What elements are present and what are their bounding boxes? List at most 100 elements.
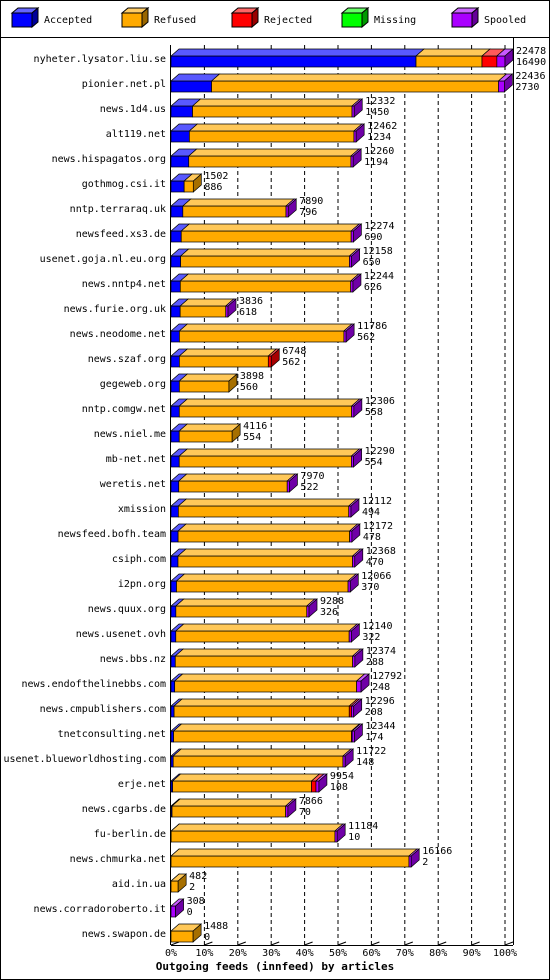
bar-side [336,823,346,843]
bar-side [504,73,513,93]
bar-segment [170,830,336,843]
bar-top [174,648,362,657]
x-tick-label: 50% [329,948,347,959]
bar-top [173,698,359,707]
bar-segment [170,930,194,943]
bar-top [173,673,366,682]
total-label: 11786 [357,321,387,332]
total-label: 9288 [320,596,344,607]
total-label: 12112 [362,496,392,507]
total-label: 7970 [300,471,324,482]
bar-top [188,123,363,132]
bar-top [175,573,357,582]
bar-side [228,373,238,393]
bar-side [351,523,361,543]
bar-segment [177,505,350,518]
bar-segment [170,905,176,918]
legend-label: Spooled [484,15,526,26]
total-label: 1502 [204,171,228,182]
bar-segment [170,630,177,643]
bar-segment [170,880,179,893]
bar-side [353,223,362,243]
chart-title: Outgoing feeds (innfeed) by articles [156,960,394,973]
bar-top [179,248,359,257]
bar-side [353,98,363,118]
bar-segment [315,780,320,793]
bar-top [178,373,238,382]
bar-side [289,473,298,493]
y-tick-label: xmission [118,504,166,515]
bar-segment [176,580,349,593]
y-tick-label: news.neodome.net [70,329,166,340]
bar-side [345,323,355,343]
bar-side [353,448,362,468]
bar-segment [170,130,190,143]
tick-mark [371,941,380,946]
y-tick-label: news.hispagatos.org [52,154,166,165]
total-label: 12306 [365,396,395,407]
bar-segment [179,280,352,293]
bar-segment [174,680,357,693]
total-label: 22478 [516,46,546,57]
bar-segment [179,305,227,318]
bar-segment [170,505,179,518]
legend-swatch [231,12,253,28]
accepted-label: 886 [204,182,222,193]
bar-top [174,598,316,607]
bar-side [355,123,365,143]
y-tick-label: nntp.comgw.net [82,404,166,415]
accepted-label: 70 [299,807,311,818]
y-tick-label: usenet.goja.nl.eu.org [40,254,166,265]
total-label: 12158 [363,246,393,257]
y-tick-label: news.chmurka.net [70,854,166,865]
total-label: 308 [187,896,205,907]
y-tick-label: pionier.net.pl [82,79,166,90]
x-tick-label: 10% [195,948,213,959]
y-tick-label: news.cgarbs.de [82,804,166,815]
y-tick-label: mb-net.net [106,454,166,465]
accepted-label: 288 [366,657,384,668]
bar-segment [170,230,182,243]
total-label: 12296 [365,696,395,707]
total-label: 12368 [366,546,396,557]
total-label: 12462 [367,121,397,132]
bar-segment [183,180,194,193]
y-tick-label: news.corradoroberto.it [34,904,166,915]
x-tick-label: 80% [429,948,447,959]
total-label: 482 [189,871,207,882]
bar-top [178,348,278,357]
total-label: 12332 [365,96,395,107]
accepted-label: 2 [422,857,428,868]
bar-segment [182,205,287,218]
tick-mark [170,941,180,946]
tick-mark [504,941,514,946]
accepted-label: 618 [239,307,257,318]
x-tick-label: 30% [262,948,280,959]
tick-mark [204,941,213,946]
total-label: 7866 [299,796,323,807]
total-label: 3898 [240,371,264,382]
bar-top [191,98,361,107]
bar-side [353,398,363,418]
x-tick-label: 90% [463,948,481,959]
bar-top [170,848,418,857]
tick-mark [438,941,447,946]
bar-top [171,773,321,782]
legend-swatch [121,12,143,28]
bar-segment [175,605,308,618]
total-label: 1488 [204,921,228,932]
accepted-label: 370 [361,582,379,593]
total-label: 12290 [365,446,395,457]
x-tick-label: 40% [296,948,314,959]
x-tick-label: 60% [362,948,380,959]
bar-side [175,898,184,918]
total-label: 12260 [364,146,394,157]
total-label: 4116 [243,421,267,432]
bar-segment [170,80,212,93]
bar-side [344,748,354,768]
accepted-label: 248 [372,682,390,693]
y-tick-label: alt119.net [106,129,166,140]
y-tick-label: gegeweb.org [100,379,166,390]
y-tick-label: news.endofthelinebbs.com [22,679,167,690]
legend-label: Refused [154,15,196,26]
